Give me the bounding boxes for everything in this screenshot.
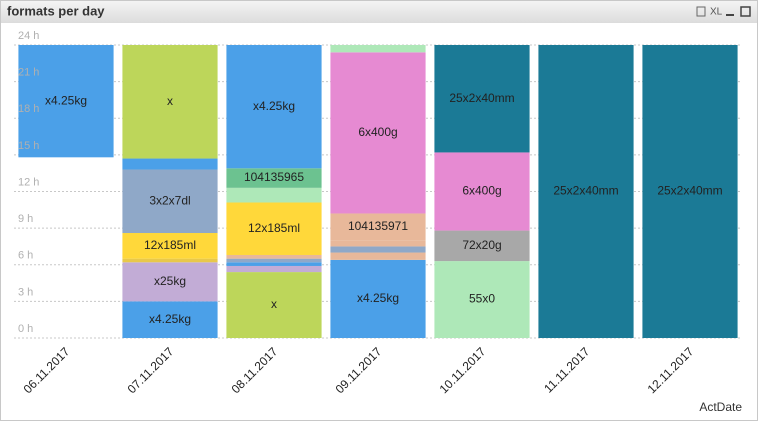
bar-segment (226, 168, 322, 188)
segment-label: 12x185ml (248, 221, 300, 235)
bar-segment (226, 262, 322, 266)
y-tick-label: 9 h (18, 213, 33, 225)
segment-label: 104135971 (348, 219, 408, 233)
bar-segment (226, 254, 322, 259)
segment-label: x4.25kg (357, 291, 399, 305)
bar-segment (434, 261, 530, 338)
segment-label: x25kg (154, 274, 186, 288)
print-icon[interactable] (696, 6, 706, 17)
segment-label: 25x2x40mm (657, 184, 722, 198)
bar-segment (434, 152, 530, 231)
bar-segment (226, 202, 322, 255)
bar-segment (226, 258, 322, 263)
y-tick-label: 6 h (18, 250, 33, 262)
segment-label: 6x400g (358, 125, 397, 139)
y-tick-label: 15 h (18, 140, 39, 152)
y-tick-label: 0 h (18, 323, 33, 335)
segment-label: x4.25kg (45, 93, 87, 107)
bar-segment (122, 262, 218, 302)
segment-label: x4.25kg (253, 99, 295, 113)
segment-label: x4.25kg (149, 312, 191, 326)
bar-segment (18, 45, 114, 158)
bar-segment (330, 252, 426, 260)
segment-label: 3x2x7dl (149, 193, 190, 207)
y-tick-label: 18 h (18, 103, 39, 115)
bars (18, 45, 738, 338)
segment-label: 25x2x40mm (553, 184, 618, 198)
bar-segment (122, 169, 218, 234)
export-button[interactable]: XL (710, 7, 723, 18)
chart-title: formats per day (7, 3, 105, 18)
bar-segment (434, 230, 530, 262)
bar-segment (538, 45, 634, 338)
segment-label: 55x0 (469, 292, 495, 306)
caption-bar (1, 1, 757, 23)
bar-segment (330, 246, 426, 253)
segment-label: 25x2x40mm (449, 91, 514, 105)
bar-segment (122, 258, 218, 263)
bar-segment (330, 213, 426, 241)
bar-segment (226, 187, 322, 203)
segment-label: 6x400g (462, 184, 501, 198)
bar-segment (642, 45, 738, 338)
maximize-button[interactable] (740, 6, 751, 17)
bar-segment (226, 265, 322, 273)
segment-label: 12x185ml (144, 238, 196, 252)
segment-label: 104135965 (244, 170, 304, 184)
bar-segment (434, 45, 530, 153)
bar-segment (226, 45, 322, 169)
bar-segment (122, 158, 218, 170)
y-tick-label: 24 h (18, 30, 39, 42)
bar-segment (122, 301, 218, 338)
bar-segment (226, 272, 322, 338)
bar-segment (330, 45, 426, 53)
segment-label: 72x20g (462, 238, 501, 252)
segment-label: x (167, 94, 173, 108)
y-tick-label: 21 h (18, 67, 39, 79)
y-tick-label: 3 h (18, 286, 33, 298)
y-tick-label: 12 h (18, 176, 39, 188)
bar-segment (330, 52, 426, 214)
segment-label: x (271, 297, 277, 311)
bar-segment (122, 233, 218, 259)
bar-segment (330, 259, 426, 338)
x-axis-label: ActDate (699, 400, 742, 414)
bar-segment (330, 240, 426, 247)
bar-segment (122, 45, 218, 159)
